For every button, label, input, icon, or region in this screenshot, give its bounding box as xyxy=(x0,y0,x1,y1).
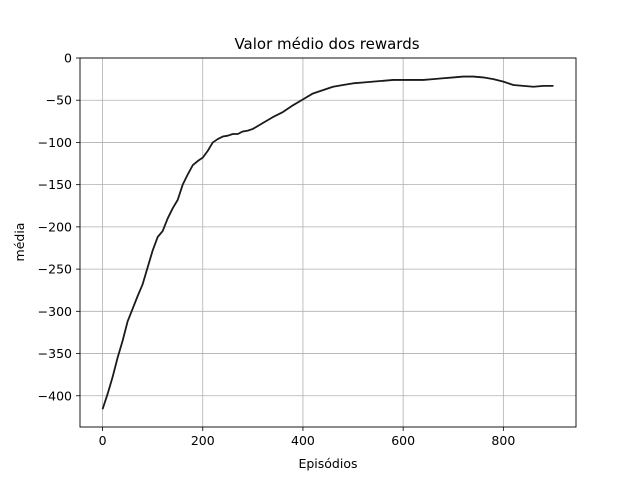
y-tick-label: −150 xyxy=(38,177,72,192)
x-axis-title: Episódios xyxy=(298,456,357,471)
y-tick-label: −350 xyxy=(38,346,72,361)
y-tick-label: −250 xyxy=(38,262,72,277)
x-tick-label: 200 xyxy=(191,433,215,448)
chart-title: Valor médio dos rewards xyxy=(234,35,419,53)
grid-lines xyxy=(80,57,576,427)
y-axis-title: média xyxy=(12,223,27,262)
y-tick-label: −50 xyxy=(46,93,72,108)
x-tick-label: 400 xyxy=(291,433,315,448)
x-tick-label: 800 xyxy=(491,433,515,448)
axis-ticks: 0 200 400 600 800 0 −50 −100 −150 −200 −250 −300 −35… xyxy=(38,51,516,449)
y-tick-label: −100 xyxy=(38,135,72,150)
y-tick-label: −200 xyxy=(38,219,72,234)
series-line xyxy=(101,75,554,410)
plot-area xyxy=(79,57,577,428)
x-tick-label: 0 xyxy=(99,433,107,448)
y-tick-label: −400 xyxy=(38,388,72,403)
y-tick-label: 0 xyxy=(64,51,72,66)
x-tick-label: 600 xyxy=(391,433,415,448)
y-tick-label: −300 xyxy=(38,304,72,319)
